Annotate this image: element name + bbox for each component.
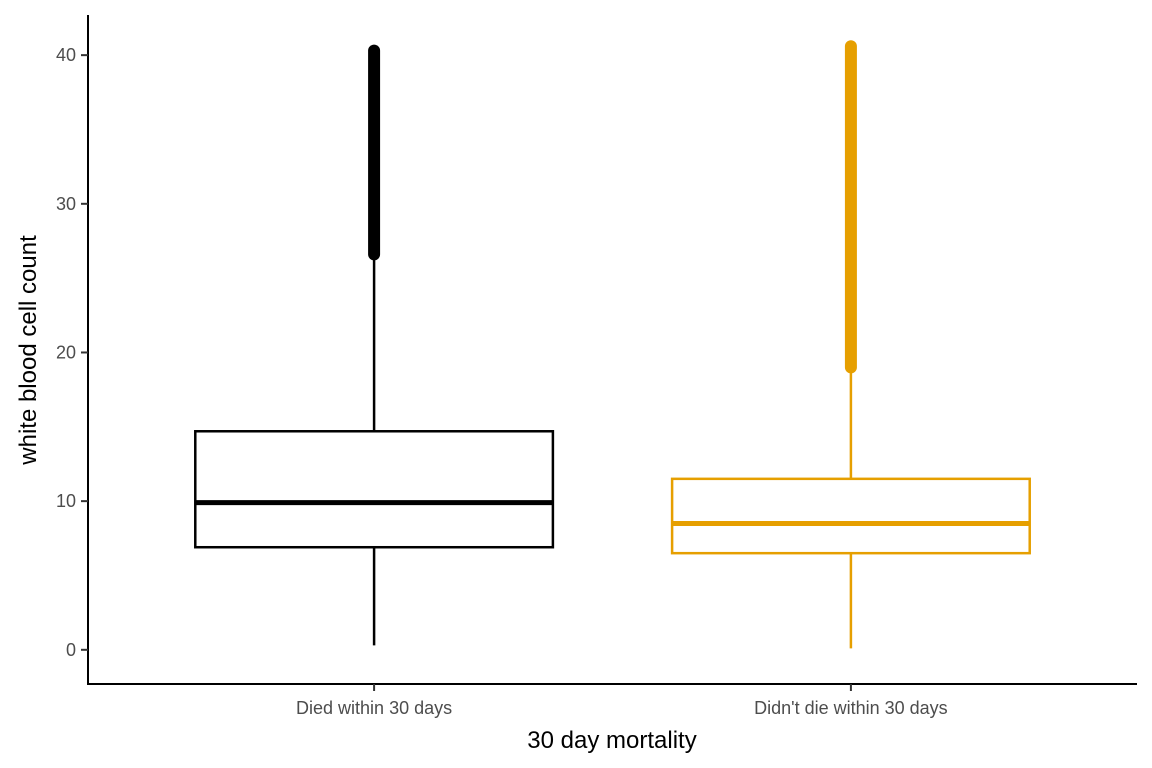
y-tick-label: 40 [56, 45, 76, 65]
x-axis-title: 30 day mortality [527, 727, 696, 754]
plot-area [194, 40, 1031, 649]
iqr-box [670, 477, 1031, 555]
x-tick-label: Didn't die within 30 days [754, 698, 948, 718]
box-group [670, 40, 1031, 649]
y-axis-ticks: 0 10 20 30 40 [56, 45, 88, 660]
box-group [194, 44, 555, 646]
y-tick-label: 30 [56, 194, 76, 214]
y-tick-label: 0 [66, 640, 76, 660]
iqr-box [194, 430, 555, 549]
x-tick-label: Died within 30 days [296, 698, 452, 718]
y-tick-label: 10 [56, 491, 76, 511]
x-axis-ticks: Died within 30 days Didn't die within 30 … [296, 684, 948, 718]
y-tick-label: 20 [56, 342, 76, 362]
y-axis-title: white blood cell count [15, 235, 42, 466]
